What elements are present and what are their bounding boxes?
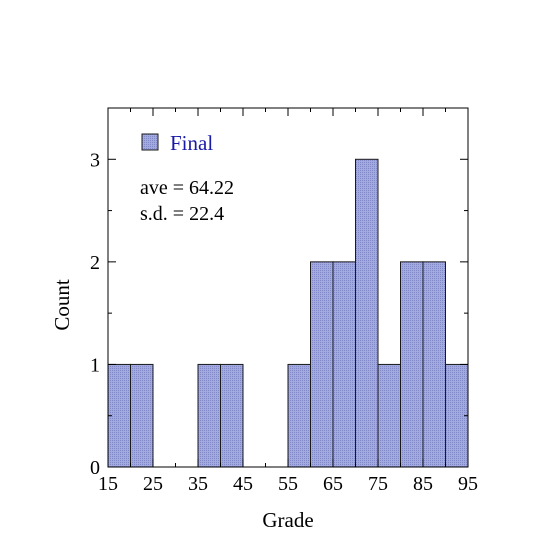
labels-layer: 15 25 35 45 55 65 75 85 95 0 1 2 3 [90, 149, 478, 495]
y-tick-label-3: 3 [90, 149, 100, 171]
bars-layer [107, 158, 469, 468]
x-tick-label-15: 15 [98, 473, 118, 495]
histogram-bar-10 [332, 261, 356, 468]
histogram-bar-5 [220, 363, 244, 468]
legend-label: Final [170, 131, 213, 155]
histogram-bar-13 [400, 261, 424, 468]
x-tick-label-65: 65 [323, 473, 343, 495]
y-tick-label-0: 0 [90, 457, 100, 479]
histogram-bar-8 [287, 363, 311, 468]
histogram-bar-11 [355, 158, 379, 468]
average-annotation: ave = 64.22 [140, 177, 234, 199]
histogram-bar-9 [310, 261, 334, 468]
x-tick-label-95: 95 [458, 473, 478, 495]
legend-swatch [141, 133, 159, 151]
histogram-bar-1 [130, 363, 154, 468]
histogram-bar-4 [197, 363, 221, 468]
x-tick-label-75: 75 [368, 473, 388, 495]
x-tick-label-85: 85 [413, 473, 433, 495]
std-dev-annotation: s.d. = 22.4 [140, 203, 224, 225]
x-tick-label-45: 45 [233, 473, 253, 495]
y-tick-label-1: 1 [90, 354, 100, 376]
y-tick-label-2: 2 [90, 252, 100, 274]
x-axis-title: Grade [262, 508, 313, 532]
histogram-bar-14 [422, 261, 446, 468]
x-tick-label-35: 35 [188, 473, 208, 495]
x-tick-label-25: 25 [143, 473, 163, 495]
legend: Final [141, 131, 213, 155]
x-tick-label-55: 55 [278, 473, 298, 495]
ticks-layer [107, 107, 469, 468]
y-axis-title: Count [50, 279, 74, 331]
histogram-bar-12 [377, 363, 401, 468]
